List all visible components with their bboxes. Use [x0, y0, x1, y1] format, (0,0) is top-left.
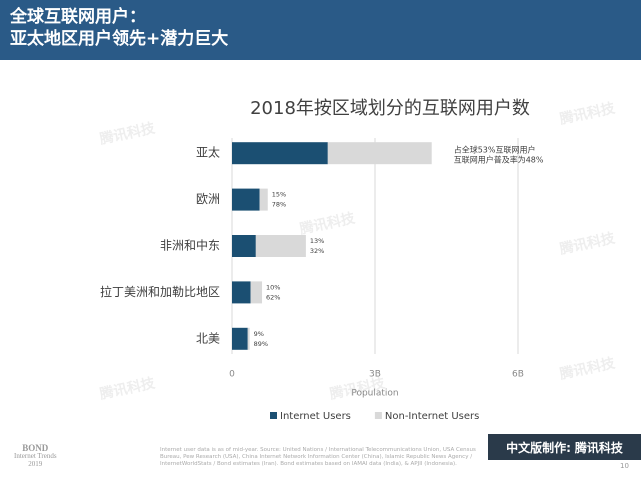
header: 全球互联网用户： 亚太地区用户领先+潜力巨大 — [0, 0, 641, 60]
bar-segment — [247, 327, 250, 350]
annotation: 9% — [254, 330, 264, 338]
y-tick-label: 欧洲 — [196, 192, 220, 206]
brand-line: 2019 — [28, 460, 43, 468]
credit: 腾讯科技 — [574, 440, 623, 455]
annotation: 78% — [272, 201, 286, 209]
brand-line: BOND — [22, 443, 49, 453]
bar-segment — [327, 142, 432, 165]
bar-segment — [250, 281, 263, 304]
watermark: 腾讯科技 — [558, 354, 617, 382]
bar-segment — [232, 188, 260, 211]
source-note: Internet user data is as of mid-year. So… — [160, 447, 476, 467]
y-tick-label: 亚太 — [196, 145, 220, 160]
watermark: 腾讯科技 — [558, 99, 617, 127]
legend-swatch — [374, 412, 382, 419]
annotation: 62% — [266, 293, 280, 301]
annotation: 15% — [272, 191, 286, 199]
x-tick-label: 0 — [229, 370, 235, 380]
bar-segment — [232, 235, 256, 257]
annotation: 13% — [310, 237, 324, 245]
chart-title: 2018年按区域划分的互联网用户数 — [250, 98, 530, 119]
credit-label: 中文版制作: — [506, 440, 571, 455]
legend-label: Non-Internet Users — [385, 411, 479, 422]
watermark: 腾讯科技 — [558, 229, 617, 257]
header-line: 全球互联网用户： — [10, 7, 146, 27]
legend-swatch — [270, 412, 277, 419]
watermark: 腾讯科技 — [298, 209, 357, 237]
bar-segment — [255, 235, 306, 257]
y-tick-label: 北美 — [196, 331, 220, 345]
annotation: 32% — [310, 247, 324, 255]
y-tick-label: 拉丁美洲和加勒比地区 — [100, 284, 220, 299]
annotation: 占全球53%互联网用户 — [454, 145, 536, 155]
y-tick-label: 非洲和中东 — [160, 238, 220, 253]
brand: BOND Internet Trends 2019 — [14, 443, 57, 469]
bar-segment — [232, 281, 251, 304]
annotation: 10% — [266, 283, 280, 291]
watermark: 腾讯科技 — [98, 119, 157, 147]
credit-box: 中文版制作: 腾讯科技 — [488, 434, 641, 460]
bar-segment — [232, 142, 328, 165]
x-tick-label: 6B — [512, 370, 524, 380]
watermark: 腾讯科技 — [98, 374, 157, 402]
page-number: 10 — [620, 462, 629, 470]
annotation: 89% — [254, 340, 268, 348]
annotation: 互联网用户普及率为48% — [454, 155, 544, 165]
x-axis-label: Population — [351, 389, 398, 399]
brand-line: Internet Trends — [14, 452, 57, 460]
bar-segment — [259, 188, 268, 211]
x-tick-label: 3B — [369, 370, 381, 380]
bar-segment — [232, 327, 248, 350]
header-line: 亚太地区用户领先+潜力巨大 — [10, 29, 229, 49]
legend-label: Internet Users — [280, 411, 351, 422]
